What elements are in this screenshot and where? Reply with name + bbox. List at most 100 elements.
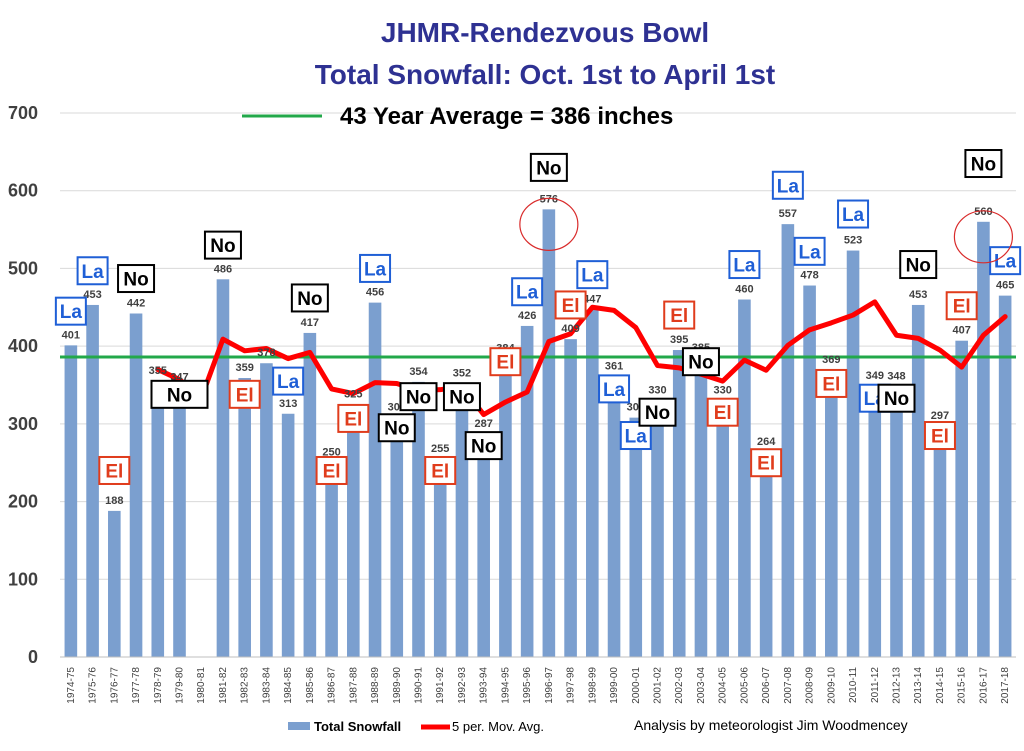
enso-label-box: [681, 347, 720, 377]
data-label: 250: [322, 447, 340, 459]
enso-label-text: El: [236, 385, 254, 406]
chart-title: JHMR-Rendezvous Bowl: [381, 17, 709, 48]
enso-label-text: La: [60, 302, 83, 323]
enso-label-box: [228, 379, 261, 409]
x-tick-label: 1981-82: [218, 667, 229, 704]
enso-label-la: La: [598, 374, 631, 404]
enso-label-box: [815, 368, 848, 398]
bar: [977, 221, 990, 658]
enso-label-box: [511, 277, 544, 307]
enso-label-box: [442, 382, 481, 412]
enso-label-text: La: [798, 242, 821, 263]
bar-series: [64, 209, 1012, 658]
enso-label-text: No: [971, 155, 996, 176]
enso-labels: La La El No No No El La No El El La No No El No No El La No…: [54, 149, 1022, 485]
data-label: 330: [714, 385, 732, 397]
enso-label-box: [945, 291, 978, 321]
x-tick-label: 1985-86: [305, 667, 316, 704]
y-tick-label: 300: [8, 414, 38, 434]
enso-label-box: [272, 366, 305, 396]
y-tick-label: 700: [8, 103, 38, 123]
legend-label-total-snowfall: Total Snowfall: [314, 719, 401, 734]
enso-label-box: [728, 250, 761, 280]
y-tick-label: 600: [8, 181, 38, 201]
data-label: 478: [800, 270, 818, 282]
enso-label-la: La: [989, 246, 1022, 276]
x-tick-label: 2013-14: [913, 667, 924, 704]
legend-label-moving-average: 5 per. Mov. Avg.: [452, 719, 544, 734]
data-label: 313: [279, 398, 297, 410]
enso-label-box: [793, 236, 826, 266]
data-label: 576: [540, 193, 558, 205]
enso-label-el: El: [228, 379, 261, 409]
enso-label-box: [54, 296, 87, 326]
x-tick-label: 2011-12: [870, 667, 881, 703]
enso-label-text: El: [714, 403, 732, 424]
bar: [151, 381, 165, 657]
moving-average-line: [155, 299, 1008, 418]
enso-label-box: [598, 374, 631, 404]
x-tick-label: 1988-89: [370, 667, 381, 704]
data-label: 453: [83, 289, 101, 301]
data-label: 401: [62, 329, 80, 341]
bar: [260, 363, 273, 657]
bar: [781, 224, 795, 658]
enso-label-no: No: [290, 283, 329, 313]
enso-label-text: No: [167, 385, 192, 406]
average-label: 43 Year Average = 386 inches: [340, 103, 673, 130]
enso-label-el: El: [337, 403, 370, 433]
data-label: 426: [518, 310, 536, 322]
enso-label-text: El: [931, 427, 949, 448]
enso-label-el: El: [923, 421, 956, 451]
enso-label-text: No: [406, 388, 431, 409]
bar: [238, 378, 251, 657]
data-label: 486: [214, 263, 232, 275]
data-labels: 4014531884423553474863593783134172503254…: [62, 193, 1015, 507]
x-tick-label: 1995-96: [522, 667, 533, 704]
bar: [716, 400, 729, 657]
data-label: 557: [779, 208, 797, 220]
enso-label-box: [923, 421, 956, 451]
enso-label-text: El: [105, 461, 123, 482]
bar: [651, 400, 664, 657]
data-label: 560: [974, 206, 992, 218]
y-tick-label: 200: [8, 492, 38, 512]
enso-label-no: No: [638, 397, 677, 427]
data-label: 453: [909, 289, 927, 301]
x-tick-label: 2002-03: [674, 667, 685, 704]
data-label: 325: [344, 388, 362, 400]
enso-label-no: No: [529, 152, 568, 182]
enso-label-no: No: [464, 431, 503, 461]
x-tick-label: 2014-15: [935, 667, 946, 704]
enso-label-text: No: [645, 403, 670, 424]
x-tick-label: 2000-01: [631, 667, 642, 704]
enso-label-text: No: [123, 270, 148, 291]
bar: [564, 339, 577, 657]
enso-label-box: [98, 455, 131, 485]
x-tick-label: 2010-11: [848, 667, 859, 703]
enso-label-text: No: [384, 419, 409, 440]
enso-label-la: La: [54, 296, 87, 326]
bar: [173, 387, 186, 657]
enso-label-text: No: [449, 388, 474, 409]
enso-label-box: [576, 260, 609, 290]
enso-label-no: No: [117, 264, 156, 294]
enso-label-no: No: [150, 379, 209, 409]
enso-label-la: La: [576, 260, 609, 290]
enso-label-text: El: [670, 306, 688, 327]
bar: [281, 413, 295, 657]
enso-label-box: [290, 283, 329, 313]
enso-label-no: No: [377, 413, 416, 443]
enso-label-text: La: [777, 176, 800, 197]
data-label: 407: [953, 325, 971, 337]
enso-label-text: No: [210, 236, 235, 257]
enso-label-la: La: [793, 236, 826, 266]
y-axis: 0 100 200 300 400 500 600 700: [8, 103, 38, 667]
x-tick-label: 1982-83: [240, 667, 251, 704]
enso-label-no: No: [899, 250, 938, 280]
bar: [998, 295, 1012, 657]
enso-label-text: El: [323, 461, 341, 482]
enso-label-box: [117, 264, 156, 294]
y-tick-label: 100: [8, 569, 38, 589]
